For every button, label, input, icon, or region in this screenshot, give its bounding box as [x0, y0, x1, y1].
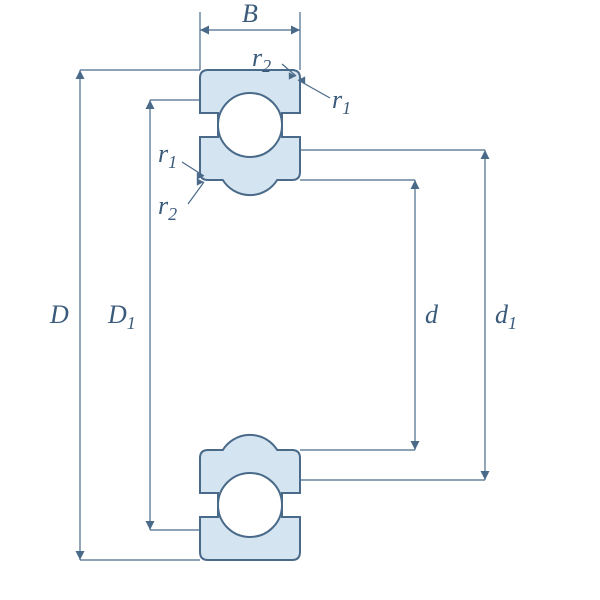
bottom-ball: [218, 473, 282, 537]
svg-text:r1: r1: [158, 139, 177, 172]
svg-text:D1: D1: [107, 300, 136, 333]
svg-text:d1: d1: [495, 300, 517, 333]
bearing-diagram: D D1 d d1 Br2 r1 r1 r2: [0, 0, 600, 600]
svg-text:d: d: [425, 300, 439, 329]
svg-text:D: D: [49, 300, 69, 329]
svg-text:r2: r2: [158, 191, 177, 224]
top-ball: [218, 93, 282, 157]
svg-text:r2: r2: [252, 43, 271, 76]
svg-text:r1: r1: [332, 85, 351, 118]
svg-text:B: B: [242, 0, 258, 28]
